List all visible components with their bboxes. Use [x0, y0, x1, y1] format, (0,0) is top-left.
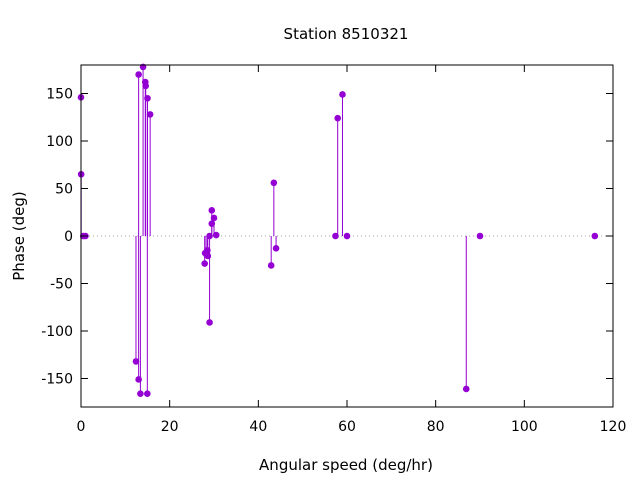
data-point	[210, 214, 218, 222]
data-point	[204, 252, 212, 260]
data-point	[144, 94, 151, 102]
data-point	[204, 246, 211, 254]
y-tick-label: 50	[55, 182, 73, 198]
data-point	[462, 385, 470, 393]
data-point	[132, 358, 140, 365]
data-point	[142, 82, 150, 90]
y-axis: -150 -100 -50 0 50 100 150	[41, 87, 613, 388]
x-tick-label: 120	[600, 419, 627, 435]
y-tick-label: 100	[46, 134, 73, 150]
chart-title: Station 8510321	[284, 25, 409, 43]
data-point	[144, 390, 151, 398]
data-point	[334, 114, 341, 122]
data-point	[137, 390, 144, 398]
data-point	[272, 245, 280, 252]
data-point	[135, 376, 142, 383]
y-tick-label: -150	[41, 372, 73, 388]
y-axis-label: Phase (deg)	[10, 191, 28, 281]
data-point	[270, 179, 278, 187]
y-tick-label: 150	[46, 87, 73, 103]
x-axis-label: Angular speed (deg/hr)	[259, 456, 433, 474]
data-point	[212, 231, 220, 239]
x-tick-label: 100	[511, 419, 538, 435]
x-tick-label: 20	[161, 419, 179, 435]
data-point	[206, 319, 213, 326]
data-point	[146, 111, 154, 118]
data-point	[208, 220, 216, 227]
data-point	[476, 232, 484, 240]
data-point	[591, 232, 599, 240]
data-point	[339, 91, 346, 98]
x-tick-label: 80	[427, 419, 445, 435]
data-point	[201, 260, 208, 267]
y-tick-label: 0	[64, 229, 73, 245]
x-axis: 0 20 40 60 80 100 120	[77, 65, 627, 435]
y-tick-label: -100	[41, 324, 73, 340]
point-layer	[77, 63, 599, 398]
x-tick-label: 0	[77, 419, 86, 435]
data-point	[206, 232, 213, 240]
data-point	[135, 71, 142, 78]
data-point	[208, 207, 216, 214]
x-tick-label: 40	[249, 419, 267, 435]
data-point	[343, 232, 351, 240]
x-tick-label: 60	[338, 419, 356, 435]
data-point	[332, 232, 339, 240]
y-tick-label: -50	[50, 277, 73, 293]
data-point	[267, 262, 275, 269]
